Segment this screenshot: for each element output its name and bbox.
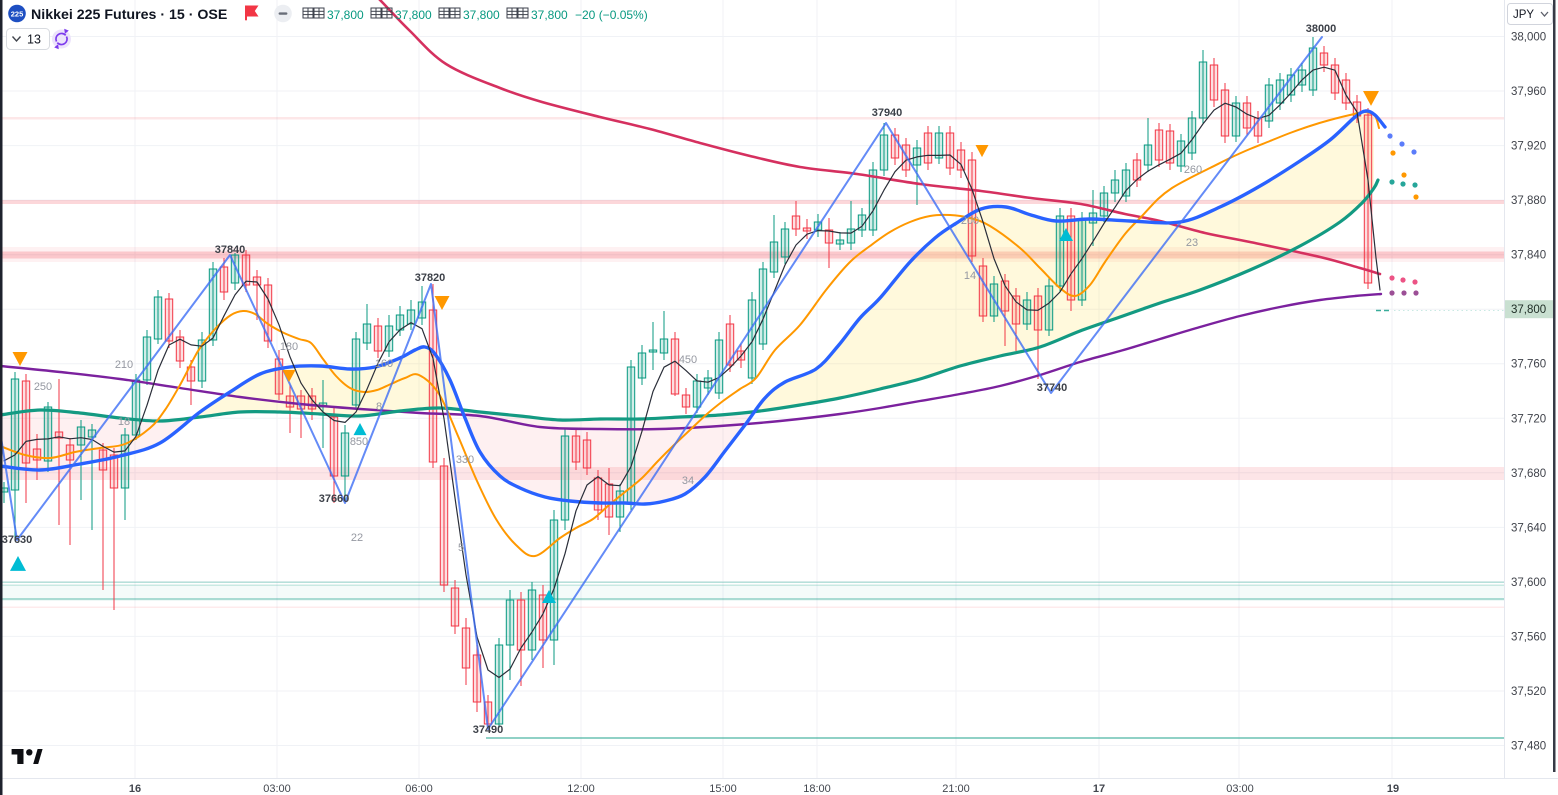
svg-text:37,800: 37,800 <box>327 8 364 22</box>
svg-text:450: 450 <box>679 354 697 366</box>
svg-text:8: 8 <box>376 401 382 413</box>
svg-text:37,680: 37,680 <box>1511 468 1546 480</box>
svg-text:37,520: 37,520 <box>1511 686 1546 698</box>
svg-text:18:00: 18:00 <box>803 783 831 795</box>
svg-text:14: 14 <box>964 270 976 282</box>
svg-text:23: 23 <box>1186 237 1198 249</box>
svg-text:37840: 37840 <box>215 244 246 256</box>
svg-text:38,000: 38,000 <box>1511 32 1546 44</box>
svg-text:21:00: 21:00 <box>942 783 970 795</box>
svg-text:37,840: 37,840 <box>1511 250 1546 262</box>
svg-text:37630: 37630 <box>2 534 33 546</box>
svg-text:200: 200 <box>961 215 979 227</box>
svg-text:330: 330 <box>456 454 474 466</box>
svg-text:19: 19 <box>1387 783 1399 795</box>
svg-text:37940: 37940 <box>872 107 903 119</box>
svg-text:37,760: 37,760 <box>1511 359 1546 371</box>
svg-text:37,800: 37,800 <box>1511 304 1546 316</box>
svg-text:37,920: 37,920 <box>1511 141 1546 153</box>
svg-text:13: 13 <box>27 33 41 47</box>
svg-text:15:00: 15:00 <box>709 783 737 795</box>
svg-text:38000: 38000 <box>1306 23 1337 35</box>
svg-text:JPY: JPY <box>1513 9 1534 21</box>
svg-text:37,720: 37,720 <box>1511 413 1546 425</box>
svg-text:37,880: 37,880 <box>1511 195 1546 207</box>
svg-text:37820: 37820 <box>415 272 446 284</box>
svg-text:850: 850 <box>350 436 368 448</box>
svg-text:06:00: 06:00 <box>405 783 433 795</box>
svg-text:37,640: 37,640 <box>1511 522 1546 534</box>
svg-text:37,600: 37,600 <box>1511 577 1546 589</box>
svg-text:37,800: 37,800 <box>463 8 500 22</box>
svg-text:34: 34 <box>682 475 694 487</box>
svg-text:12:00: 12:00 <box>567 783 595 795</box>
svg-text:160: 160 <box>375 358 393 370</box>
svg-text:37,800: 37,800 <box>531 8 568 22</box>
svg-text:03:00: 03:00 <box>263 783 291 795</box>
svg-text:37,560: 37,560 <box>1511 631 1546 643</box>
svg-text:37660: 37660 <box>319 493 350 505</box>
svg-text:37740: 37740 <box>1037 382 1068 394</box>
svg-text:37,800: 37,800 <box>395 8 432 22</box>
svg-text:260: 260 <box>1184 164 1202 176</box>
svg-text:37490: 37490 <box>473 724 504 736</box>
svg-text:180: 180 <box>280 341 298 353</box>
svg-text:37,960: 37,960 <box>1511 86 1546 98</box>
svg-text:225: 225 <box>11 9 24 18</box>
svg-text:03:00: 03:00 <box>1226 783 1254 795</box>
svg-text:5: 5 <box>458 542 464 554</box>
svg-text:17: 17 <box>1093 783 1105 795</box>
svg-text:18: 18 <box>118 416 130 428</box>
svg-text:Nikkei 225 Futures · 15 · OSE: Nikkei 225 Futures · 15 · OSE <box>31 7 227 23</box>
svg-text:37,480: 37,480 <box>1511 741 1546 753</box>
svg-text:250: 250 <box>34 381 52 393</box>
svg-text:22: 22 <box>351 532 363 544</box>
svg-text:16: 16 <box>129 783 141 795</box>
svg-text:210: 210 <box>115 359 133 371</box>
svg-text:−20 (−0.05%): −20 (−0.05%) <box>575 8 648 22</box>
